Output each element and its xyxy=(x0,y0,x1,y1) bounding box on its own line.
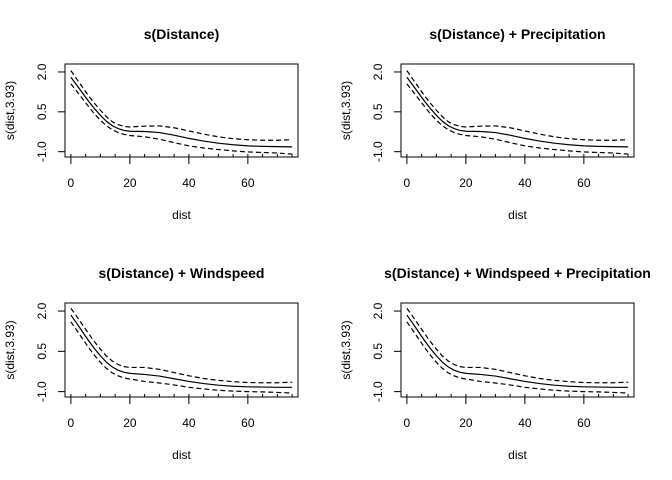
confidence-lower-line xyxy=(70,83,293,155)
y-axis-label: s(dist,3.93) xyxy=(339,81,353,140)
y-tick-label: -1.0 xyxy=(35,141,49,162)
y-tick-label: 0.5 xyxy=(35,103,49,120)
x-axis-label: dist xyxy=(172,448,191,462)
panel-title: s(Distance) + Precipitation xyxy=(429,26,605,42)
x-tick-label: 40 xyxy=(182,176,196,190)
smooth-fit-line xyxy=(406,76,629,148)
panel-title: s(Distance) + Windspeed xyxy=(99,265,265,281)
smooth-fit-line xyxy=(406,314,629,388)
plot-frame xyxy=(64,63,299,158)
panel-2: s(Distance) + Precipitation 0 20 40 60 -1.0 0.… xyxy=(339,26,635,222)
x-tick-label: 0 xyxy=(404,176,411,190)
confidence-lower-line xyxy=(70,321,293,394)
y-tick-label: 0.5 xyxy=(371,343,385,360)
y-tick-label: 2.0 xyxy=(35,63,49,80)
confidence-upper-line xyxy=(70,70,293,141)
confidence-lower-line xyxy=(406,321,629,394)
y-tick-label: 2.0 xyxy=(35,302,49,319)
smooth-fit-line xyxy=(70,314,293,388)
x-tick-label: 40 xyxy=(518,176,532,190)
rug-marks xyxy=(406,154,629,157)
y-tick-label: -1.0 xyxy=(371,381,385,402)
y-axis-label: s(dist,3.93) xyxy=(339,320,353,379)
y-tick-label: 2.0 xyxy=(371,63,385,80)
confidence-upper-line xyxy=(70,308,293,384)
x-tick-label: 20 xyxy=(459,416,473,430)
confidence-lower-line xyxy=(406,83,629,155)
rug-marks xyxy=(406,394,629,397)
panel-4: s(Distance) + Windspeed + Precipitation 0… xyxy=(339,265,651,462)
x-tick-label: 0 xyxy=(68,416,75,430)
y-axis-label: s(dist,3.93) xyxy=(3,81,17,140)
plot-frame xyxy=(400,63,635,158)
y-tick-label: -1.0 xyxy=(35,381,49,402)
y-tick-label: 2.0 xyxy=(371,302,385,319)
plot-frame xyxy=(400,302,635,398)
y-tick-label: 0.5 xyxy=(35,343,49,360)
y-axis-label: s(dist,3.93) xyxy=(3,320,17,379)
x-tick-label: 60 xyxy=(241,416,255,430)
x-tick-label: 60 xyxy=(241,176,255,190)
panel-title: s(Distance) + Windspeed + Precipitation xyxy=(384,265,651,281)
x-tick-label: 60 xyxy=(577,176,591,190)
smooth-fit-line xyxy=(70,76,293,148)
confidence-upper-line xyxy=(406,70,629,141)
x-tick-label: 20 xyxy=(123,176,137,190)
confidence-upper-line xyxy=(406,308,629,384)
x-axis-label: dist xyxy=(508,208,527,222)
rug-marks xyxy=(70,394,293,397)
x-axis-label: dist xyxy=(172,208,191,222)
panel-1: s(Distance) 0 20 40 60 -1.0 0.5 2.0 dist s(dist,3… xyxy=(3,26,299,222)
x-tick-label: 40 xyxy=(518,416,532,430)
x-tick-label: 0 xyxy=(68,176,75,190)
y-tick-label: 0.5 xyxy=(371,103,385,120)
x-tick-label: 40 xyxy=(182,416,196,430)
panel-title: s(Distance) xyxy=(144,26,219,42)
x-tick-label: 20 xyxy=(123,416,137,430)
y-tick-label: -1.0 xyxy=(371,141,385,162)
x-tick-label: 20 xyxy=(459,176,473,190)
rug-marks xyxy=(70,154,293,157)
x-axis-label: dist xyxy=(508,448,527,462)
plot-frame xyxy=(64,302,299,398)
x-tick-label: 0 xyxy=(404,416,411,430)
panel-3: s(Distance) + Windspeed 0 20 40 60 -1.0 0.5 2.0… xyxy=(3,265,299,462)
x-tick-label: 60 xyxy=(577,416,591,430)
